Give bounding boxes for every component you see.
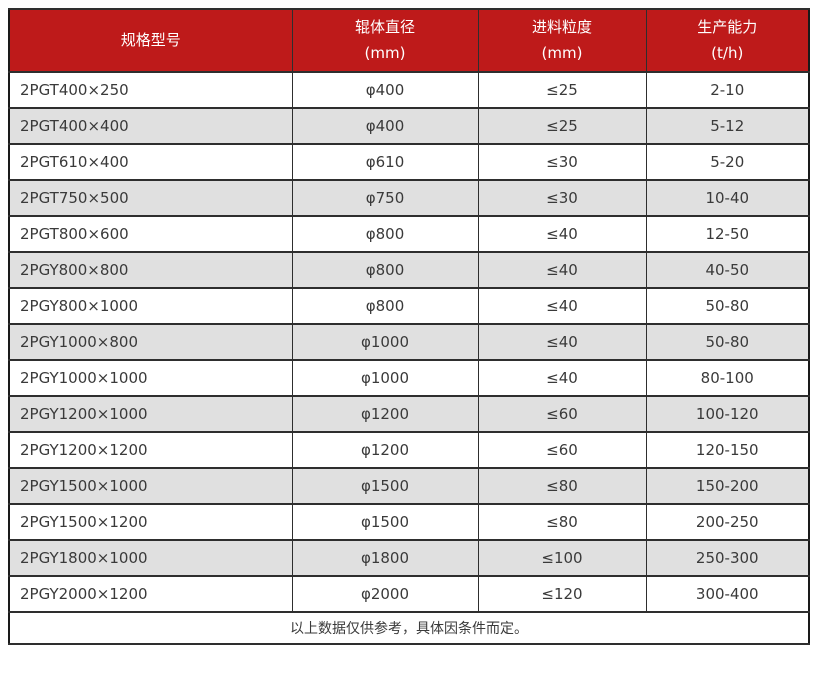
cell-feed-size: ≤40: [477, 322, 647, 361]
cell-feed-size: ≤30: [477, 178, 647, 217]
cell-roller-diameter: φ800: [291, 286, 479, 325]
table-row: 2PGY1500×1200 φ1500 ≤80 200-250: [8, 502, 810, 541]
cell-feed-size: ≤80: [477, 502, 647, 541]
cell-capacity: 300-400: [645, 574, 810, 613]
column-header-label: 进料粒度: [531, 18, 592, 36]
cell-capacity: 5-12: [645, 106, 810, 145]
cell-model: 2PGY1500×1000: [8, 466, 293, 505]
header-row: 规格型号 辊体直径 (mm) 进料粒度 (mm) 生产能力 (t/h): [8, 8, 810, 73]
table-row: 2PGY1200×1200 φ1200 ≤60 120-150: [8, 430, 810, 469]
cell-model: 2PGY1800×1000: [8, 538, 293, 577]
cell-model: 2PGT750×500: [8, 178, 293, 217]
cell-model: 2PGY800×1000: [8, 286, 293, 325]
cell-model: 2PGY2000×1200: [8, 574, 293, 613]
cell-feed-size: ≤60: [477, 430, 647, 469]
cell-roller-diameter: φ1200: [291, 394, 479, 433]
cell-capacity: 50-80: [645, 286, 810, 325]
cell-feed-size: ≤30: [477, 142, 647, 181]
cell-capacity: 12-50: [645, 214, 810, 253]
cell-roller-diameter: φ400: [291, 70, 479, 109]
cell-model: 2PGY1000×800: [8, 322, 293, 361]
cell-model: 2PGY1500×1200: [8, 502, 293, 541]
table-row: 2PGT800×600 φ800 ≤40 12-50: [8, 214, 810, 253]
cell-capacity: 5-20: [645, 142, 810, 181]
table-row: 2PGY800×800 φ800 ≤40 40-50: [8, 250, 810, 289]
table-row: 2PGT610×400 φ610 ≤30 5-20: [8, 142, 810, 181]
cell-roller-diameter: φ1800: [291, 538, 479, 577]
table-row: 2PGT400×400 φ400 ≤25 5-12: [8, 106, 810, 145]
table-body: 2PGT400×250 φ400 ≤25 2-10 2PGT400×400 φ400 ≤25…: [8, 70, 810, 613]
column-header-label: 生产能力: [697, 18, 758, 36]
cell-roller-diameter: φ1000: [291, 322, 479, 361]
column-header-roller-diameter: 辊体直径 (mm): [291, 8, 479, 73]
cell-capacity: 80-100: [645, 358, 810, 397]
footer-row: 以上数据仅供参考，具体因条件而定。: [8, 610, 810, 645]
cell-model: 2PGY800×800: [8, 250, 293, 289]
table-row: 2PGY1000×800 φ1000 ≤40 50-80: [8, 322, 810, 361]
spec-table-container: 规格型号 辊体直径 (mm) 进料粒度 (mm) 生产能力 (t/h) 2PGT400×25…: [8, 8, 810, 645]
cell-roller-diameter: φ1500: [291, 502, 479, 541]
table-row: 2PGT750×500 φ750 ≤30 10-40: [8, 178, 810, 217]
cell-roller-diameter: φ800: [291, 250, 479, 289]
cell-capacity: 40-50: [645, 250, 810, 289]
table-row: 2PGY1000×1000 φ1000 ≤40 80-100: [8, 358, 810, 397]
cell-capacity: 2-10: [645, 70, 810, 109]
cell-capacity: 200-250: [645, 502, 810, 541]
cell-feed-size: ≤40: [477, 214, 647, 253]
cell-roller-diameter: φ2000: [291, 574, 479, 613]
table-row: 2PGT400×250 φ400 ≤25 2-10: [8, 70, 810, 109]
cell-feed-size: ≤120: [477, 574, 647, 613]
cell-capacity: 100-120: [645, 394, 810, 433]
cell-model: 2PGT400×400: [8, 106, 293, 145]
cell-model: 2PGY1200×1200: [8, 430, 293, 469]
cell-roller-diameter: φ1000: [291, 358, 479, 397]
cell-feed-size: ≤25: [477, 106, 647, 145]
table-footer: 以上数据仅供参考，具体因条件而定。: [8, 610, 810, 645]
cell-capacity: 10-40: [645, 178, 810, 217]
table-row: 2PGY1500×1000 φ1500 ≤80 150-200: [8, 466, 810, 505]
cell-roller-diameter: φ1200: [291, 430, 479, 469]
cell-feed-size: ≤80: [477, 466, 647, 505]
cell-feed-size: ≤60: [477, 394, 647, 433]
cell-roller-diameter: φ610: [291, 142, 479, 181]
column-header-unit: (t/h): [711, 44, 744, 63]
roller-crusher-spec-table: 规格型号 辊体直径 (mm) 进料粒度 (mm) 生产能力 (t/h) 2PGT400×25…: [8, 8, 810, 645]
cell-feed-size: ≤40: [477, 358, 647, 397]
cell-roller-diameter: φ800: [291, 214, 479, 253]
column-header-label: 辊体直径: [354, 18, 415, 36]
table-row: 2PGY800×1000 φ800 ≤40 50-80: [8, 286, 810, 325]
column-header-unit: (mm): [364, 44, 406, 63]
cell-capacity: 50-80: [645, 322, 810, 361]
column-header-capacity: 生产能力 (t/h): [645, 8, 810, 73]
cell-roller-diameter: φ1500: [291, 466, 479, 505]
cell-roller-diameter: φ750: [291, 178, 479, 217]
table-header: 规格型号 辊体直径 (mm) 进料粒度 (mm) 生产能力 (t/h): [8, 8, 810, 73]
column-header-feed-size: 进料粒度 (mm): [477, 8, 647, 73]
table-footnote: 以上数据仅供参考，具体因条件而定。: [8, 610, 810, 645]
column-header-model: 规格型号: [8, 8, 293, 73]
table-row: 2PGY2000×1200 φ2000 ≤120 300-400: [8, 574, 810, 613]
cell-feed-size: ≤100: [477, 538, 647, 577]
table-row: 2PGY1200×1000 φ1200 ≤60 100-120: [8, 394, 810, 433]
cell-model: 2PGT400×250: [8, 70, 293, 109]
cell-model: 2PGY1000×1000: [8, 358, 293, 397]
cell-roller-diameter: φ400: [291, 106, 479, 145]
cell-capacity: 150-200: [645, 466, 810, 505]
cell-feed-size: ≤40: [477, 286, 647, 325]
cell-model: 2PGT610×400: [8, 142, 293, 181]
column-header-label: 规格型号: [120, 31, 181, 50]
cell-capacity: 120-150: [645, 430, 810, 469]
cell-feed-size: ≤40: [477, 250, 647, 289]
cell-capacity: 250-300: [645, 538, 810, 577]
cell-model: 2PGY1200×1000: [8, 394, 293, 433]
column-header-unit: (mm): [541, 44, 583, 63]
table-row: 2PGY1800×1000 φ1800 ≤100 250-300: [8, 538, 810, 577]
cell-model: 2PGT800×600: [8, 214, 293, 253]
cell-feed-size: ≤25: [477, 70, 647, 109]
